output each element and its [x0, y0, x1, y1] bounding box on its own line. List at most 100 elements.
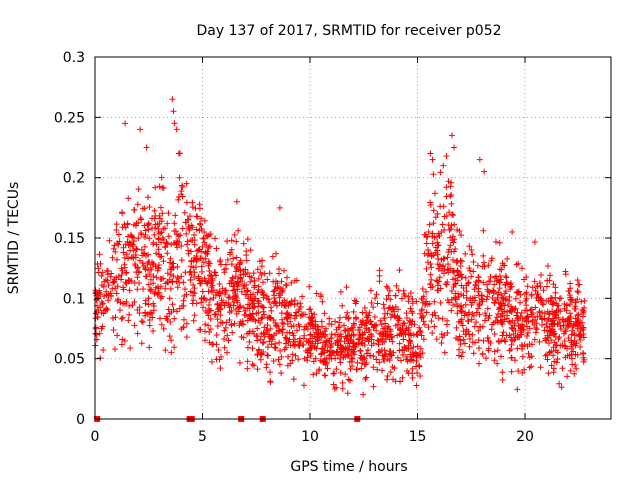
- x-tick-label: 15: [409, 429, 427, 445]
- data-point: [502, 338, 509, 345]
- data-point: [159, 184, 166, 191]
- data-point: [344, 390, 351, 397]
- data-point: [282, 281, 289, 288]
- data-point: [249, 311, 256, 318]
- data-point: [457, 337, 464, 344]
- data-point: [162, 285, 169, 292]
- data-point: [559, 342, 566, 349]
- data-point: [459, 322, 466, 329]
- data-point: [278, 353, 285, 360]
- data-point: [145, 295, 152, 302]
- data-point: [307, 344, 314, 351]
- data-point: [384, 284, 391, 291]
- data-point: [368, 299, 375, 306]
- data-point: [574, 277, 581, 284]
- data-point: [509, 228, 516, 235]
- data-point: [178, 188, 185, 195]
- data-point: [468, 247, 475, 254]
- data-point: [155, 285, 162, 292]
- data-point: [514, 309, 521, 316]
- data-point: [205, 312, 212, 319]
- data-point: [112, 346, 119, 353]
- data-point: [575, 331, 582, 338]
- data-point: [217, 305, 224, 312]
- data-point: [380, 325, 387, 332]
- data-point: [96, 251, 103, 258]
- data-point: [178, 243, 185, 250]
- data-point: [476, 360, 483, 367]
- data-point: [337, 349, 344, 356]
- data-point: [317, 351, 324, 358]
- data-point: [578, 298, 585, 305]
- data-point: [407, 330, 414, 337]
- data-point: [293, 327, 300, 334]
- data-point: [158, 174, 165, 181]
- data-point: [413, 382, 420, 389]
- data-point: [400, 336, 407, 343]
- data-point: [142, 265, 149, 272]
- data-point: [545, 340, 552, 347]
- data-point: [100, 283, 107, 290]
- data-point: [118, 272, 125, 279]
- data-point: [503, 274, 510, 281]
- data-point: [102, 276, 109, 283]
- data-point: [213, 245, 220, 252]
- data-point: [547, 272, 554, 279]
- data-point: [251, 303, 258, 310]
- data-point: [114, 332, 121, 339]
- data-point: [556, 334, 563, 341]
- data-point: [158, 275, 165, 282]
- data-point: [246, 273, 253, 280]
- data-point: [276, 300, 283, 307]
- data-point: [498, 266, 505, 273]
- data-point: [227, 302, 234, 309]
- data-point: [409, 296, 416, 303]
- data-point: [523, 323, 530, 330]
- data-point: [139, 259, 146, 266]
- data-point: [490, 288, 497, 295]
- data-point: [385, 292, 392, 299]
- data-point: [370, 304, 377, 311]
- data-point: [571, 370, 578, 377]
- data-point: [445, 269, 452, 276]
- data-point: [359, 309, 366, 316]
- data-point: [272, 278, 279, 285]
- data-point: [519, 369, 526, 376]
- data-point: [454, 258, 461, 265]
- data-point: [429, 156, 436, 163]
- data-point: [255, 286, 262, 293]
- data-point: [187, 288, 194, 295]
- data-point: [508, 354, 515, 361]
- data-point: [240, 240, 247, 247]
- data-point: [169, 301, 176, 308]
- data-point: [417, 328, 424, 335]
- data-point: [360, 356, 367, 363]
- data-point: [125, 242, 132, 249]
- data-point: [180, 316, 187, 323]
- data-point: [569, 327, 576, 334]
- data-point: [506, 293, 513, 300]
- data-point: [358, 339, 365, 346]
- y-tick-label: 0.15: [54, 231, 85, 247]
- data-point: [184, 241, 191, 248]
- data-point: [137, 126, 144, 133]
- data-point: [276, 361, 283, 368]
- data-point: [301, 382, 308, 389]
- data-point: [551, 311, 558, 318]
- data-point: [406, 317, 413, 324]
- data-point: [250, 291, 256, 298]
- data-point: [283, 335, 290, 342]
- data-point: [125, 317, 132, 324]
- data-point: [462, 301, 469, 308]
- data-point: [451, 144, 458, 151]
- data-point: [509, 325, 516, 332]
- data-point: [244, 365, 251, 372]
- data-point: [150, 241, 157, 248]
- data-point: [206, 260, 213, 267]
- data-point: [495, 311, 502, 318]
- data-point: [115, 241, 122, 248]
- data-point: [158, 321, 165, 328]
- data-point: [267, 325, 274, 332]
- data-point: [381, 338, 388, 345]
- data-point: [144, 261, 151, 268]
